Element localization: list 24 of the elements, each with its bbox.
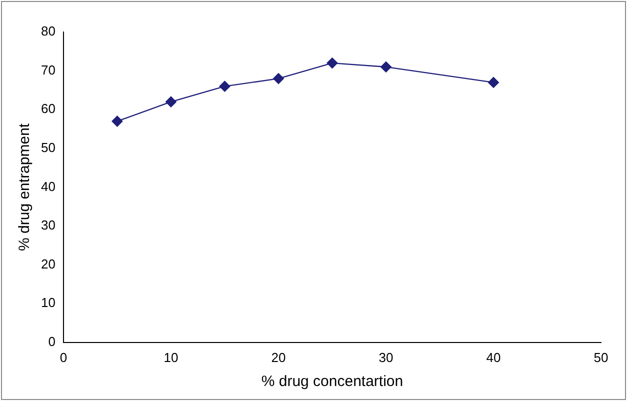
y-tick-label: 60 — [40, 101, 56, 116]
y-axis-title: % drug entrapment — [16, 122, 34, 251]
y-tick-label: 0 — [48, 334, 56, 349]
point — [219, 80, 230, 92]
y-tick-label: 10 — [40, 295, 56, 310]
x-tick-label: 0 — [60, 350, 68, 365]
x-tick-label: 50 — [594, 350, 608, 365]
point — [380, 61, 392, 72]
y-tick-label: 30 — [40, 218, 56, 233]
y-tick-label: 20 — [40, 256, 56, 272]
x-axis-title: % drug concentartion — [261, 373, 404, 390]
point — [165, 96, 176, 108]
x-tick-label: 30 — [378, 350, 394, 365]
y-tick-label: 40 — [40, 178, 56, 194]
point — [488, 76, 499, 88]
point — [272, 73, 284, 84]
point — [326, 58, 338, 69]
x-tick-label: 20 — [271, 350, 286, 365]
point — [112, 116, 123, 127]
y-tick-label: 50 — [40, 140, 56, 155]
y-tick-label: 70 — [40, 62, 56, 78]
y-tick-label: 80 — [40, 24, 56, 39]
x-tick-label: 40 — [486, 350, 501, 365]
x-tick-label: 10 — [164, 350, 178, 365]
